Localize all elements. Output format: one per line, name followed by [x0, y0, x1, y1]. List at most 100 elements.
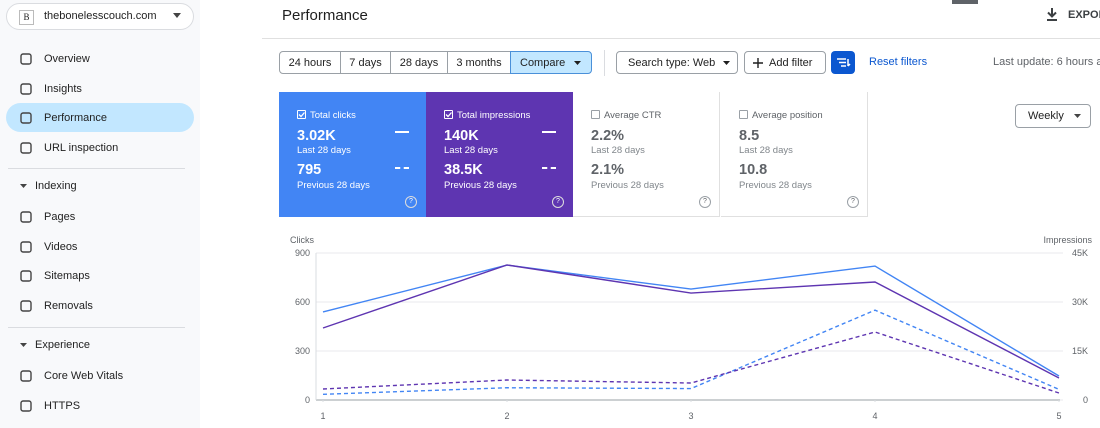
card-checkbox — [297, 110, 306, 119]
dashed-line-key — [542, 167, 556, 169]
card-checkbox — [739, 110, 748, 119]
card-previous-value: 795 — [297, 162, 321, 178]
search-type-button[interactable]: Search type: Web — [616, 51, 738, 74]
property-name: thebonelesscouch.com — [44, 10, 157, 22]
date-range-button[interactable]: 7 days — [340, 51, 391, 74]
button-label: 3 months — [456, 57, 501, 69]
toolbar-divider — [604, 50, 605, 76]
button-label: Search type: Web — [628, 57, 715, 69]
nav-label: Pages — [44, 211, 75, 223]
nav-icon — [20, 211, 32, 223]
section-title: Experience — [35, 339, 90, 351]
page-title: Performance — [282, 7, 368, 24]
help-icon[interactable]: ? — [552, 196, 564, 208]
button-label: Compare — [520, 57, 565, 69]
y-tick-label: 0 — [305, 395, 310, 405]
metric-card[interactable]: Total clicks3.02KLast 28 days795Previous… — [279, 92, 426, 217]
nav-item[interactable]: Core Web Vitals — [6, 361, 194, 390]
reset-filters-link[interactable]: Reset filters — [869, 56, 927, 68]
nav-icon — [20, 300, 32, 312]
nav-icon — [20, 300, 32, 312]
nav-icon — [20, 142, 32, 154]
series-line — [323, 265, 1059, 376]
solid-line-key — [542, 131, 556, 133]
card-checkbox — [444, 110, 453, 119]
y-tick-label: 600 — [295, 297, 310, 307]
date-range-button[interactable]: 28 days — [390, 51, 448, 74]
metric-card[interactable]: Average position8.5Last 28 days10.8Previ… — [721, 92, 868, 217]
nav-icon — [20, 112, 32, 124]
card-current-period: Last 28 days — [444, 145, 498, 156]
card-current-period: Last 28 days — [591, 145, 645, 156]
property-icon: B — [19, 10, 34, 25]
metric-card[interactable]: Average CTR 2.2%Last 28 days 2.1% Previous … — [573, 92, 720, 217]
export-icon — [1046, 8, 1058, 21]
nav-icon — [20, 400, 32, 412]
card-previous-period: Previous 28 days — [297, 180, 370, 191]
card-label: Average CTR — [604, 110, 661, 121]
nav-icon — [20, 370, 32, 382]
help-icon[interactable]: ? — [847, 196, 859, 208]
nav-icon — [20, 400, 32, 412]
card-previous-period: Previous 28 days — [591, 180, 664, 191]
button-label: Add filter — [769, 57, 812, 69]
nav-item[interactable]: Sitemaps — [6, 261, 194, 290]
button-label: 28 days — [400, 57, 439, 69]
metric-card[interactable]: Total impressions140KLast 28 days38.5KPr… — [426, 92, 573, 217]
nav-icon — [20, 270, 32, 282]
x-tick-label: 4 — [872, 411, 877, 421]
nav-label: URL inspection — [44, 142, 118, 154]
top-bar-marker — [952, 0, 978, 4]
nav-item[interactable]: Pages — [6, 202, 194, 231]
series-line — [323, 310, 1059, 394]
card-current-value: 2.2% — [591, 128, 624, 144]
nav-icon — [20, 270, 32, 282]
y2-tick-label: 15K — [1072, 346, 1088, 356]
card-label: Total impressions — [457, 110, 530, 121]
nav-item[interactable]: Insights — [6, 74, 194, 103]
nav-label: HTTPS — [44, 400, 80, 412]
card-label: Average position — [752, 110, 823, 121]
date-range-button[interactable]: 3 months — [447, 51, 511, 74]
help-icon[interactable]: ? — [405, 196, 417, 208]
nav-item[interactable]: URL inspection — [6, 133, 194, 162]
series-line — [323, 265, 1059, 378]
y2-tick-label: 0 — [1083, 395, 1088, 405]
divider — [8, 168, 185, 169]
granularity-select[interactable]: Weekly — [1015, 104, 1091, 128]
date-range-button[interactable]: 24 hours — [279, 51, 341, 74]
granularity-label: Weekly — [1028, 110, 1064, 122]
date-range-button[interactable]: Compare — [510, 51, 592, 74]
nav-icon — [20, 241, 32, 253]
y-tick-label: 300 — [295, 346, 310, 356]
nav-label: Overview — [44, 53, 90, 65]
card-current-period: Last 28 days — [739, 145, 793, 156]
add-filter-button[interactable]: Add filter — [744, 51, 826, 74]
nav-icon — [20, 211, 32, 223]
nav-item[interactable]: Videos — [6, 232, 194, 261]
property-selector[interactable]: B thebonelesscouch.com — [6, 3, 194, 30]
sidebar: B thebonelesscouch.com OverviewInsightsP… — [0, 0, 200, 428]
nav-item[interactable]: HTTPS — [6, 391, 194, 420]
card-previous-value: 2.1% — [591, 162, 624, 178]
help-icon[interactable]: ? — [699, 196, 711, 208]
y-axis-label: Clicks — [290, 235, 314, 245]
filter-icon-button[interactable] — [831, 51, 855, 74]
nav-icon — [20, 83, 32, 95]
solid-line-key — [395, 131, 409, 133]
export-button[interactable]: EXPORT — [1068, 9, 1100, 21]
nav-item[interactable]: Removals — [6, 291, 194, 320]
dropdown-arrow — [1074, 114, 1081, 119]
nav-icon — [20, 112, 32, 124]
y2-tick-label: 45K — [1072, 248, 1088, 258]
nav-item[interactable]: Overview — [6, 44, 194, 73]
section-title: Indexing — [35, 180, 77, 192]
card-current-period: Last 28 days — [297, 145, 351, 156]
nav-item[interactable]: Performance — [6, 103, 194, 132]
button-label: 24 hours — [289, 57, 332, 69]
card-current-value: 3.02K — [297, 128, 336, 144]
y2-tick-label: 30K — [1072, 297, 1088, 307]
card-previous-period: Previous 28 days — [444, 180, 517, 191]
dashed-line-key — [395, 167, 409, 169]
nav-label: Core Web Vitals — [44, 370, 123, 382]
